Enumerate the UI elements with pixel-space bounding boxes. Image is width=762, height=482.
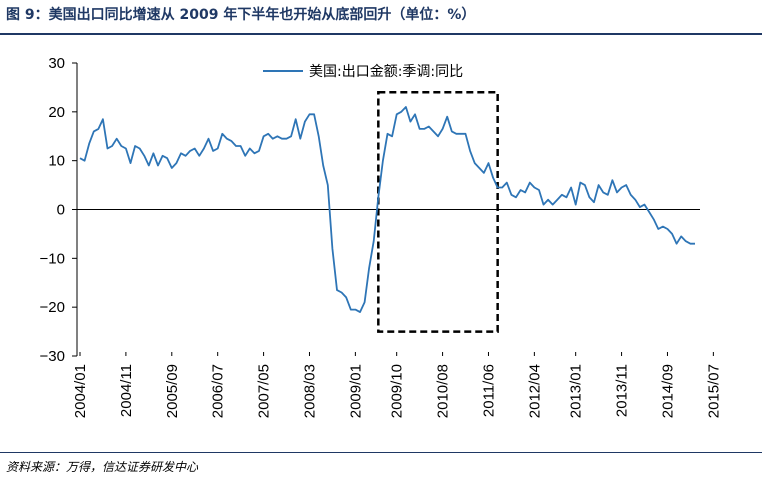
x-tick-label: 2013/11 — [614, 364, 631, 417]
chart-annotations — [377, 91, 499, 333]
x-tick-label: 2011/06 — [480, 364, 497, 417]
x-tick-label: 2013/01 — [568, 364, 585, 418]
y-axis-ticks: 30 20 10 0 −10 −20 −30 — [40, 55, 77, 365]
chart-legend: 美国:出口金额:季调:同比 — [263, 64, 463, 80]
legend-label: 美国:出口金额:季调:同比 — [309, 64, 463, 80]
series-line — [79, 106, 695, 314]
chart-series — [79, 106, 695, 314]
y-tick-label: 10 — [48, 153, 65, 170]
y-tick-label: 30 — [48, 55, 65, 72]
y-tick-label: −10 — [40, 250, 65, 267]
x-tick-label: 2008/03 — [301, 364, 318, 418]
y-tick-label: −30 — [40, 348, 65, 365]
chart-axes — [76, 63, 700, 356]
x-tick-label: 2010/08 — [435, 364, 452, 418]
x-tick-label: 2004/01 — [72, 364, 89, 418]
x-tick-label: 2012/04 — [526, 364, 543, 418]
source-note: 资料来源：万得，信达证券研发中心 — [6, 460, 199, 474]
footer-divider — [0, 452, 762, 453]
x-tick-label: 2007/05 — [256, 364, 273, 418]
x-axis-ticks: 2004/01 2004/11 2005/09 2006/07 2007/05 2008/… — [72, 352, 722, 418]
x-tick-label: 2009/10 — [389, 364, 406, 418]
x-tick-label: 2006/07 — [210, 364, 227, 418]
x-tick-label: 2004/11 — [118, 364, 135, 417]
y-tick-label: 0 — [57, 202, 65, 219]
x-tick-label: 2014/09 — [659, 364, 676, 418]
title-divider — [0, 33, 762, 35]
highlight-box — [377, 91, 499, 333]
y-tick-label: 20 — [48, 104, 65, 121]
x-tick-label: 2009/01 — [347, 364, 364, 418]
x-tick-label: 2005/09 — [164, 364, 181, 418]
x-tick-label: 2015/07 — [705, 364, 722, 418]
figure-title: 图 9：美国出口同比增速从 2009 年下半年也开始从底部回升（单位：%） — [6, 7, 476, 23]
y-tick-label: −20 — [40, 299, 65, 316]
